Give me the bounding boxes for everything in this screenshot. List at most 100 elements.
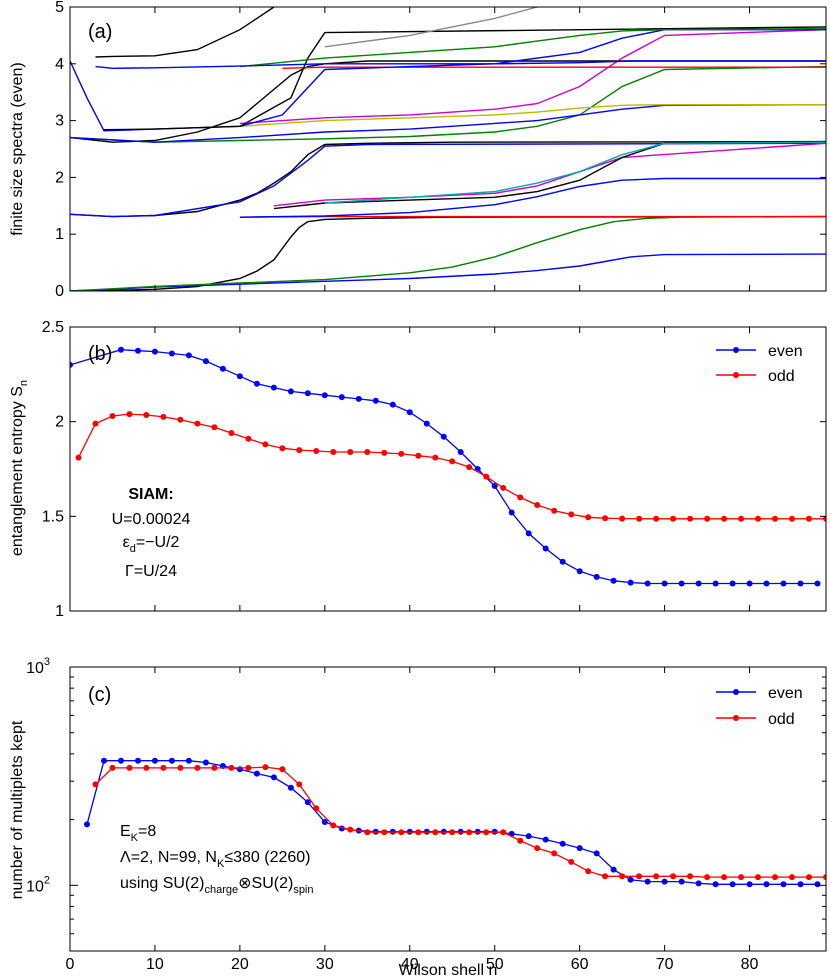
data-point-odd (194, 420, 201, 427)
annotation-c-line1: EK=8 (120, 823, 156, 844)
data-point-even (627, 876, 634, 883)
data-point-odd (364, 449, 371, 455)
data-point-even (576, 568, 583, 575)
series-line-level-18 (239, 27, 826, 68)
data-point-odd (313, 805, 320, 812)
data-point-odd (517, 837, 524, 844)
data-point-odd (330, 449, 337, 455)
data-point-odd (160, 764, 167, 771)
data-point-odd (398, 450, 405, 457)
data-point-odd (755, 515, 761, 522)
y-tick-label: 4 (55, 56, 64, 73)
data-point-odd (381, 829, 388, 836)
data-point-even (253, 380, 260, 387)
data-point-odd (789, 515, 795, 522)
data-point-even (118, 757, 124, 764)
series-line-odd (77, 413, 826, 520)
data-point-even (644, 580, 651, 587)
data-point-odd (653, 873, 660, 880)
data-point-even (695, 880, 702, 887)
data-point-odd (75, 454, 82, 461)
x-axis-label: Wilson shell n (399, 962, 498, 979)
series-line-level-13 (239, 103, 826, 127)
data-point-even (135, 757, 141, 764)
data-point-even (338, 394, 345, 401)
data-point-odd (653, 515, 660, 522)
data-point-odd (568, 858, 575, 865)
data-point-odd (619, 873, 626, 880)
data-point-odd (415, 829, 422, 836)
data-point-odd (670, 515, 677, 522)
data-point-even (746, 580, 753, 587)
data-point-odd (704, 874, 711, 881)
data-point-odd (398, 829, 405, 836)
data-point-even (118, 346, 124, 353)
series-line-level-3 (239, 215, 826, 218)
data-point-even (321, 392, 328, 399)
data-point-odd (483, 473, 490, 480)
data-point-even (729, 881, 736, 888)
data-point-odd (126, 411, 133, 418)
data-point-even (644, 878, 651, 885)
x-tick-label: 10 (146, 956, 164, 973)
panel-a-ylabel: finite size spectra (even) (9, 62, 26, 235)
y-tick-label: 2.5 (42, 319, 64, 336)
legend-c-odd-marker (733, 715, 739, 721)
series-line-level-19 (95, 7, 277, 58)
panel-c-legend: even odd (716, 685, 803, 728)
legend-b-even-label: even (768, 343, 803, 360)
series-line-level-11 (70, 65, 826, 143)
legend-b-even-marker (733, 347, 739, 353)
data-point-even (678, 580, 685, 587)
y-tick-label: 2 (55, 169, 64, 186)
data-point-even (695, 580, 702, 587)
data-point-odd (500, 829, 507, 836)
data-point-odd (738, 515, 745, 522)
data-point-odd (738, 874, 745, 881)
data-point-even (185, 757, 192, 764)
data-point-odd (585, 514, 592, 521)
data-point-odd (517, 494, 524, 501)
data-point-odd (126, 764, 133, 771)
data-point-even (542, 545, 549, 552)
data-point-odd (262, 441, 269, 448)
data-point-odd (602, 515, 609, 522)
panel-c-multiplets: 102 103 0 10 20 30 40 50 60 70 80 (c) number of m… (9, 656, 827, 973)
data-point-odd (296, 781, 303, 788)
panel-c-series-group (84, 757, 826, 888)
data-point-even (746, 881, 753, 888)
data-point-even (525, 833, 532, 840)
y-tick-label: 1.5 (42, 508, 64, 525)
data-point-even (440, 433, 447, 440)
data-point-odd (636, 515, 643, 522)
panel-a-series-group (70, 7, 826, 291)
data-point-odd (109, 764, 116, 771)
legend-c-even-label: even (768, 685, 803, 702)
data-point-even (576, 845, 583, 852)
data-point-even (287, 388, 294, 395)
data-point-even (101, 757, 107, 764)
data-point-odd (432, 829, 439, 836)
series-line-level-7 (273, 142, 826, 207)
series-line-level-4 (239, 177, 826, 218)
data-point-odd (483, 829, 490, 836)
series-line-level-16 (70, 29, 826, 132)
data-point-odd (228, 430, 235, 436)
data-point-even (457, 449, 464, 455)
data-point-even (151, 348, 158, 355)
data-point-even (423, 420, 430, 427)
data-point-even (763, 881, 770, 888)
data-point-odd (670, 873, 677, 880)
data-point-even (542, 836, 549, 843)
series-line-level-17 (103, 26, 826, 131)
data-point-odd (262, 764, 269, 771)
data-point-odd (245, 435, 252, 442)
data-point-odd (160, 413, 167, 420)
panel-c-annotation: EK=8 Λ=2, N=99, NK≤380 (2260) using SU(2… (120, 823, 314, 896)
data-point-even (270, 774, 277, 781)
data-point-odd (364, 829, 371, 836)
data-point-odd (602, 873, 609, 880)
data-point-even (321, 819, 328, 825)
series-line-level-8 (273, 140, 826, 210)
